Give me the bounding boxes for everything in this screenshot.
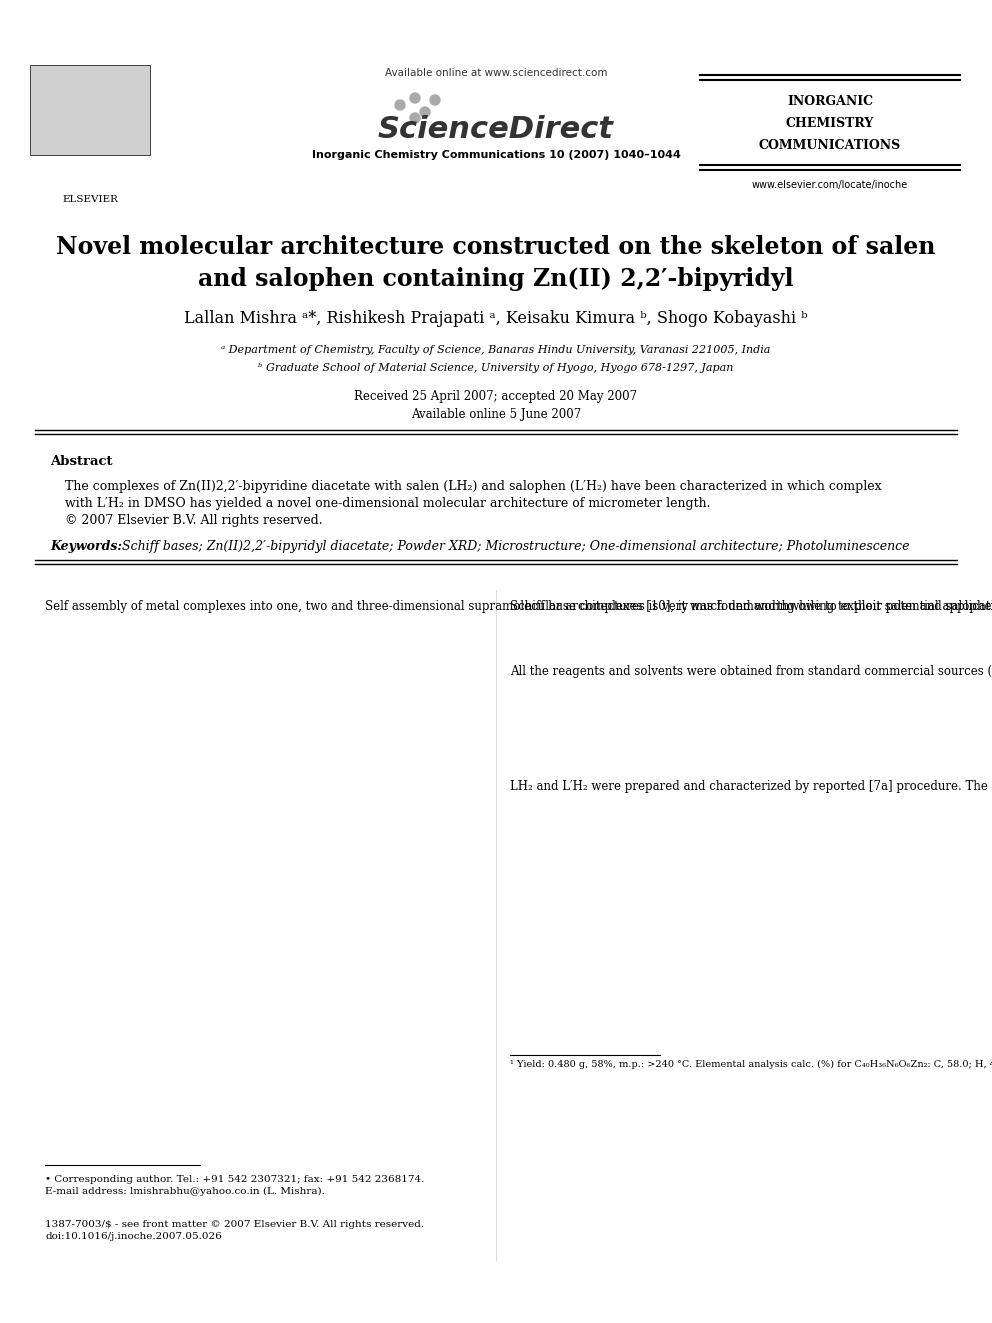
Text: COMMUNICATIONS: COMMUNICATIONS xyxy=(759,139,901,152)
Text: 1387-7003/$ - see front matter © 2007 Elsevier B.V. All rights reserved.
doi:10.: 1387-7003/$ - see front matter © 2007 El… xyxy=(45,1220,425,1241)
Circle shape xyxy=(420,107,430,116)
Text: The complexes of Zn(II)2,2′-bipyridine diacetate with salen (LH₂) and salophen (: The complexes of Zn(II)2,2′-bipyridine d… xyxy=(65,480,882,527)
Text: Abstract: Abstract xyxy=(50,455,112,468)
Text: • Corresponding author. Tel.: +91 542 2307321; fax: +91 542 2368174.
E-mail addr: • Corresponding author. Tel.: +91 542 23… xyxy=(45,1175,425,1196)
Text: Lallan Mishra ᵃ*, Rishikesh Prajapati ᵃ, Keisaku Kimura ᵇ, Shogo Kobayashi ᵇ: Lallan Mishra ᵃ*, Rishikesh Prajapati ᵃ,… xyxy=(185,310,807,327)
Text: Novel molecular architecture constructed on the skeleton of salen
and salophen c: Novel molecular architecture constructed… xyxy=(57,235,935,291)
Circle shape xyxy=(430,95,440,105)
Circle shape xyxy=(410,112,420,123)
Text: Schiff bases; Zn(II)2,2′-bipyridyl diacetate; Powder XRD; Microstructure; One-di: Schiff bases; Zn(II)2,2′-bipyridyl diace… xyxy=(118,540,910,553)
Text: ᵇ Graduate School of Material Science, University of Hyogo, Hyogo 678-1297, Japa: ᵇ Graduate School of Material Science, U… xyxy=(258,363,734,373)
Text: Keywords:: Keywords: xyxy=(50,540,122,553)
FancyBboxPatch shape xyxy=(30,65,150,155)
Text: ELSEVIER: ELSEVIER xyxy=(62,194,118,204)
Circle shape xyxy=(395,101,405,110)
Text: LH₂ and L′H₂ were prepared and characterized by reported [7a] procedure. The com: LH₂ and L′H₂ were prepared and character… xyxy=(510,781,992,792)
Text: ¹ Yield: 0.480 g, 58%, m.p.: >240 °C. Elemental analysis calc. (%) for C₄₀H₃₆N₆O: ¹ Yield: 0.480 g, 58%, m.p.: >240 °C. El… xyxy=(510,1060,992,1069)
Text: ᵃ Department of Chemistry, Faculty of Science, Banaras Hindu University, Varanas: ᵃ Department of Chemistry, Faculty of Sc… xyxy=(221,345,771,355)
Circle shape xyxy=(410,93,420,103)
Text: www.elsevier.com/locate/inoche: www.elsevier.com/locate/inoche xyxy=(752,180,908,191)
Text: Self assembly of metal complexes into one, two and three-dimensional supramolecu: Self assembly of metal complexes into on… xyxy=(45,601,992,613)
Text: Schiff base complexes [10], it was found worthwhile to exploit salen and salophe: Schiff base complexes [10], it was found… xyxy=(510,601,992,613)
Text: CHEMISTRY: CHEMISTRY xyxy=(786,116,874,130)
Text: Available online at www.sciencedirect.com: Available online at www.sciencedirect.co… xyxy=(385,67,607,78)
Text: Available online 5 June 2007: Available online 5 June 2007 xyxy=(411,407,581,421)
Text: INORGANIC: INORGANIC xyxy=(787,95,873,108)
Text: Inorganic Chemistry Communications 10 (2007) 1040–1044: Inorganic Chemistry Communications 10 (2… xyxy=(311,149,681,160)
Text: ScienceDirect: ScienceDirect xyxy=(378,115,614,144)
Text: Received 25 April 2007; accepted 20 May 2007: Received 25 April 2007; accepted 20 May … xyxy=(354,390,638,404)
Text: All the reagents and solvents were obtained from standard commercial sources (Si: All the reagents and solvents were obtai… xyxy=(510,665,992,677)
